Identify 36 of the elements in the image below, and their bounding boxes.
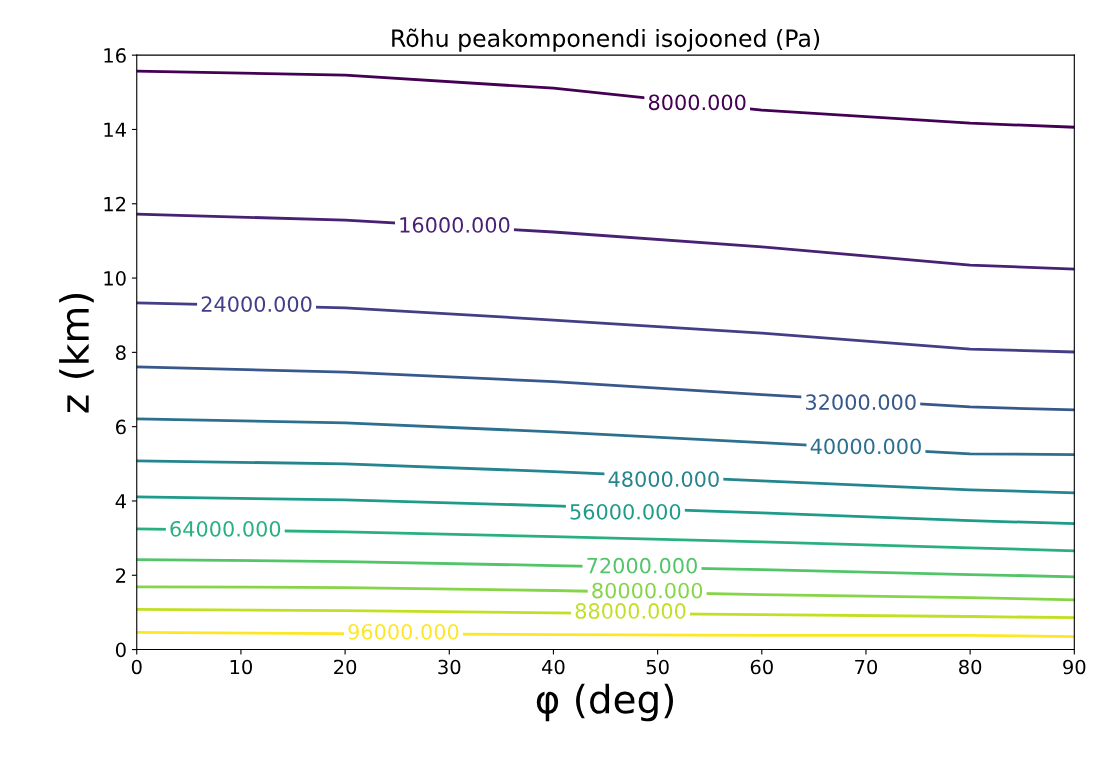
line-series <box>136 69 1075 129</box>
annotation: 32000.000 <box>806 394 916 411</box>
x-tick-label: 50 <box>646 659 669 675</box>
annotation: 80000.000 <box>592 582 703 599</box>
annotation: 16000.000 <box>400 217 510 233</box>
annotation: 88000.000 <box>575 603 686 619</box>
annotation: 56000.000 <box>570 503 681 520</box>
annotation: 72000.000 <box>587 557 697 574</box>
annotation: 8000.000 <box>648 94 746 111</box>
y-tick-label: 10 <box>104 271 126 286</box>
x-tick-label: 40 <box>542 659 565 675</box>
y-tick-label: 12 <box>104 196 126 212</box>
x-axis-title: φ (deg) <box>536 683 674 722</box>
x-tick-label: 10 <box>230 659 252 675</box>
y-tick-label: 6 <box>116 419 126 435</box>
chart-title: Rõhu peakomponendi isojooned (Pa) <box>392 28 820 52</box>
annotation: 24000.000 <box>201 296 312 312</box>
y-axis-title: z (km) <box>59 293 94 413</box>
x-tick-label: 90 <box>1063 659 1086 675</box>
x-tick-label: 80 <box>959 659 982 675</box>
x-tick-label: 70 <box>855 659 878 675</box>
x-tick-label: 30 <box>438 659 461 675</box>
annotation: 64000.000 <box>170 520 281 537</box>
y-tick-label: 2 <box>116 568 126 583</box>
annotation: 96000.000 <box>348 623 459 640</box>
line-series <box>136 212 1075 271</box>
annotation: 48000.000 <box>608 471 719 487</box>
x-tick-label: 0 <box>131 659 142 675</box>
y-tick-label: 16 <box>104 48 126 63</box>
annotation: 40000.000 <box>810 438 921 455</box>
y-tick-label: 4 <box>115 494 126 509</box>
y-tick-label: 14 <box>104 122 126 137</box>
y-tick-label: 8 <box>115 345 126 361</box>
x-tick-label: 60 <box>750 659 773 675</box>
x-tick-label: 20 <box>334 659 357 675</box>
y-tick-label: 0 <box>115 642 126 658</box>
